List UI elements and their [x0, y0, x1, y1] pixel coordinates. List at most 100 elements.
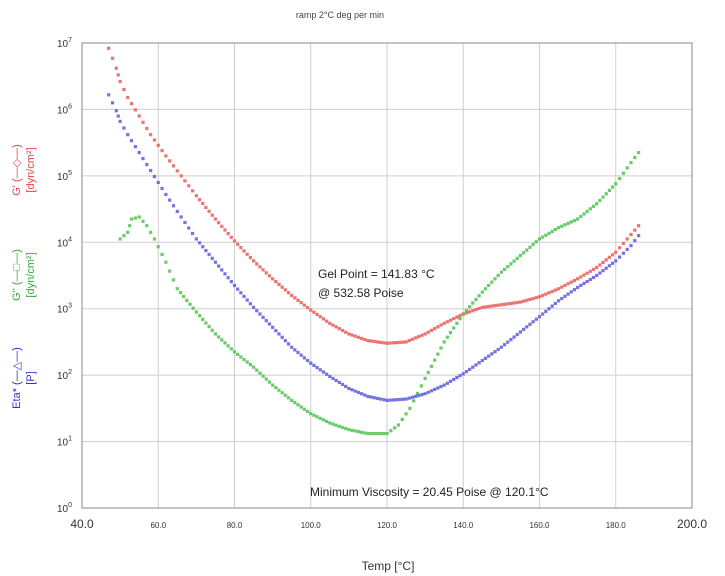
data-point	[122, 87, 126, 92]
data-point	[566, 221, 570, 225]
data-point	[175, 169, 179, 173]
data-point	[183, 220, 187, 225]
data-point	[566, 282, 570, 286]
data-point	[201, 317, 205, 321]
data-point	[129, 217, 134, 221]
data-point	[502, 343, 507, 347]
data-point	[398, 340, 402, 344]
data-point	[264, 377, 268, 381]
x-tick-label: 120.0	[377, 521, 398, 530]
data-point	[328, 374, 332, 379]
data-point	[226, 276, 230, 280]
y-tick-label: 104	[57, 236, 72, 249]
data-point	[190, 189, 195, 193]
data-point	[391, 341, 395, 345]
data-point	[201, 201, 205, 206]
data-point	[423, 332, 427, 336]
data-point	[280, 391, 284, 395]
data-point	[194, 194, 198, 198]
data-point	[400, 417, 404, 422]
chart-title: ramp 2°C deg per min	[296, 10, 384, 20]
data-point	[496, 347, 500, 352]
data-point	[598, 271, 602, 275]
data-point	[544, 292, 548, 296]
data-point	[302, 407, 306, 411]
data-point	[487, 283, 491, 288]
data-point	[637, 151, 641, 155]
data-point	[232, 350, 237, 354]
data-point	[629, 232, 633, 237]
data-point	[461, 312, 465, 316]
data-point	[245, 360, 249, 364]
data-point	[474, 363, 478, 367]
data-point	[325, 319, 329, 323]
data-point	[547, 291, 551, 295]
data-point	[518, 330, 523, 334]
x-tick-label: 80.0	[227, 521, 243, 530]
data-point	[531, 320, 535, 324]
data-point	[334, 325, 338, 329]
data-point	[633, 155, 637, 160]
data-point	[560, 224, 564, 228]
y-tick-label: 107	[57, 37, 72, 50]
data-point	[236, 242, 240, 246]
data-point	[179, 215, 183, 219]
data-point	[471, 365, 475, 369]
data-point	[637, 234, 641, 238]
data-point	[621, 171, 625, 175]
data-point	[197, 314, 202, 318]
data-point	[312, 363, 316, 367]
data-point	[445, 381, 449, 385]
series-g_prime	[107, 46, 641, 345]
data-point	[591, 204, 596, 208]
data-point	[194, 237, 198, 241]
data-point	[556, 287, 561, 291]
y-axis-label-eta-star-line1: Eta* (—△—)	[11, 347, 23, 409]
data-point	[296, 350, 300, 355]
data-point	[563, 283, 567, 288]
data-point	[347, 332, 351, 336]
data-point	[515, 332, 519, 337]
data-point	[595, 202, 599, 206]
data-point	[420, 333, 424, 337]
data-point	[468, 310, 472, 314]
data-point	[442, 321, 446, 325]
data-point	[283, 288, 287, 292]
data-point	[213, 217, 218, 221]
data-point	[309, 308, 313, 312]
data-point	[179, 174, 183, 178]
data-point	[293, 296, 297, 300]
data-point	[217, 335, 221, 339]
data-point	[407, 396, 411, 400]
data-point	[531, 296, 535, 301]
data-point	[175, 287, 179, 291]
data-point	[210, 328, 214, 332]
data-point	[499, 270, 503, 274]
data-point	[404, 412, 408, 416]
data-point	[353, 389, 357, 393]
data-point	[429, 389, 434, 393]
data-point	[156, 143, 160, 147]
data-point	[621, 251, 625, 255]
data-point	[296, 298, 300, 302]
y-tick-label: 102	[57, 369, 72, 382]
data-point	[114, 109, 118, 113]
data-point	[220, 224, 224, 228]
data-point	[531, 242, 535, 247]
data-point	[255, 262, 259, 266]
data-point	[156, 180, 160, 185]
data-point	[277, 332, 281, 336]
data-point	[379, 340, 383, 344]
data-point	[614, 259, 618, 263]
x-tick-label: 40.0	[70, 517, 94, 531]
data-point	[436, 325, 440, 329]
data-point	[604, 192, 608, 196]
data-point	[309, 361, 313, 365]
gel-point-line1: Gel Point = 141.83 °C	[318, 267, 435, 281]
data-point	[544, 309, 548, 313]
y-tick-label: 101	[57, 436, 72, 449]
data-point	[522, 299, 526, 303]
data-point	[229, 235, 233, 239]
data-point	[309, 412, 313, 416]
data-point	[442, 383, 446, 387]
